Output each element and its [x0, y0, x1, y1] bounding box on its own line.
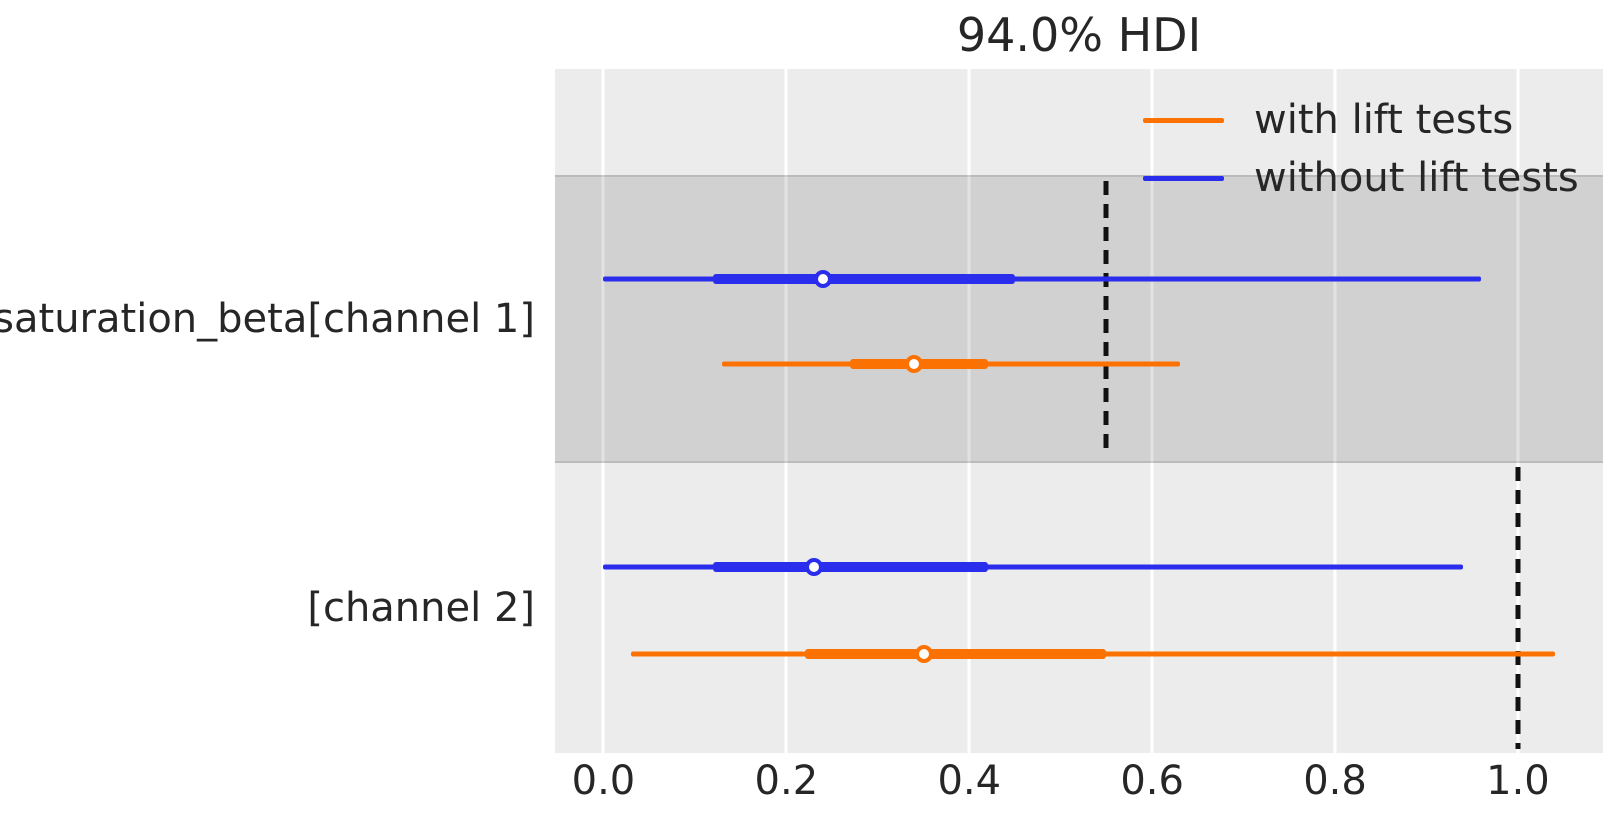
legend-line-sample: [1143, 175, 1224, 181]
point-estimate-marker: [804, 558, 823, 577]
legend-entry-label: with lift tests: [1254, 97, 1514, 143]
x-gridline: [1516, 69, 1520, 753]
hdi-interval-line: [603, 564, 1464, 570]
x-gridline: [601, 69, 605, 753]
x-tick-label: 0.8: [1303, 758, 1367, 804]
legend-entry: with lift tests: [1143, 96, 1579, 144]
hdi-thick-interval-line: [713, 274, 1015, 285]
x-tick-label: 0.4: [937, 758, 1002, 804]
row-region: [555, 463, 1603, 753]
legend-line-sample: [1143, 117, 1224, 123]
x-tick-label: 0.2: [754, 758, 819, 804]
x-tick-label: 1.0: [1486, 758, 1550, 804]
legend-entry: without lift tests: [1143, 154, 1579, 202]
x-tick-label: 0.0: [571, 758, 636, 804]
x-gridline: [967, 69, 971, 753]
x-gridline: [1333, 69, 1337, 753]
point-estimate-marker: [914, 645, 933, 664]
hdi-thick-interval-line: [804, 649, 1107, 660]
hdi-interval-line: [603, 276, 1482, 282]
x-gridline: [1150, 69, 1154, 753]
hdi-thick-interval-line: [713, 562, 988, 573]
y-axis-row-label: [channel 2]: [307, 584, 535, 631]
reference-dashed-line: [1515, 466, 1521, 749]
plot-area: with lift tests without lift tests: [555, 69, 1603, 753]
y-axis-row-label: saturation_beta[channel 1]: [0, 296, 535, 342]
point-estimate-marker: [905, 355, 924, 374]
reference-dashed-line: [1103, 181, 1109, 457]
legend: with lift tests without lift tests: [1143, 96, 1579, 202]
legend-entry-label: without lift tests: [1254, 155, 1579, 201]
x-gridline: [784, 69, 788, 753]
point-estimate-marker: [813, 270, 832, 289]
row-region: [555, 175, 1603, 463]
chart-title: 94.0% HDI: [956, 8, 1202, 62]
x-tick-label: 0.6: [1120, 758, 1184, 804]
